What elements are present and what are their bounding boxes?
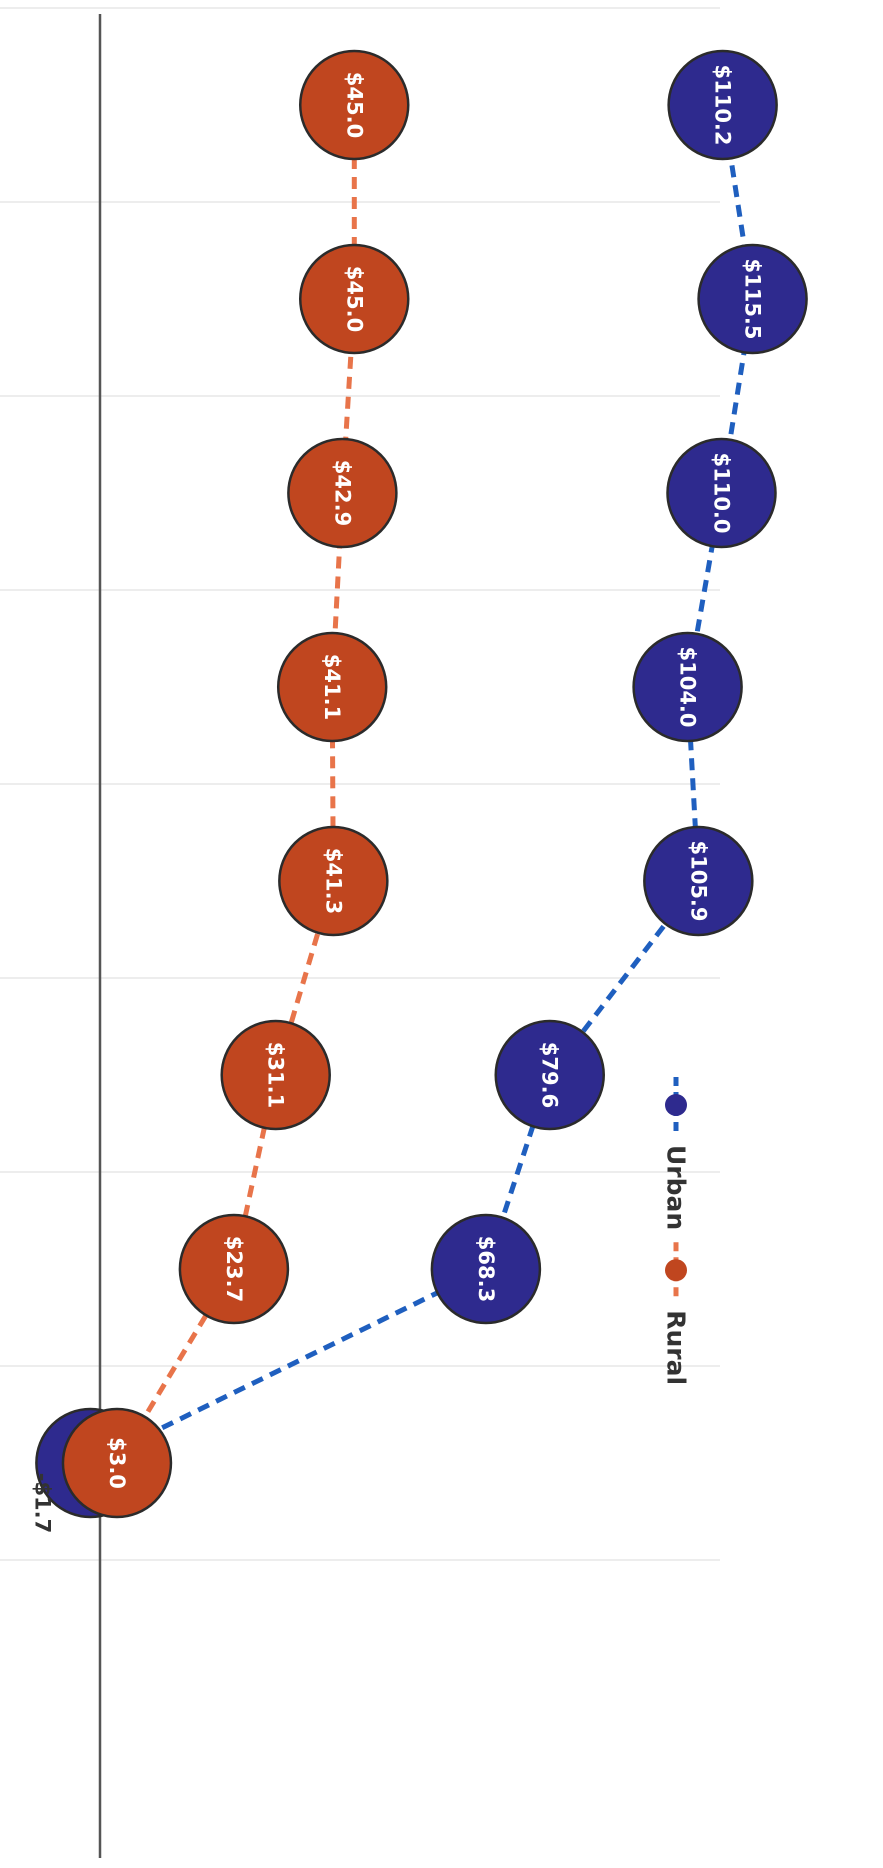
legend-marker-rural xyxy=(665,1259,687,1282)
rural-marker xyxy=(278,825,389,937)
urban-data-label: $110.0 xyxy=(710,452,734,533)
rural-data-label: $45.0 xyxy=(342,72,366,138)
rural-data-label: $41.1 xyxy=(320,654,344,720)
rural-marker xyxy=(299,243,410,355)
urban-marker xyxy=(697,243,808,355)
rural-data-label: $23.7 xyxy=(222,1236,246,1302)
legend-label-urban: Urban xyxy=(662,1145,691,1230)
gridlines xyxy=(0,7,720,1561)
rural-data-label: $42.9 xyxy=(330,460,354,526)
rural-marker xyxy=(287,437,398,549)
urban-marker xyxy=(643,825,754,937)
rural-marker xyxy=(276,631,388,743)
urban-data-label: $68.3 xyxy=(474,1236,498,1302)
rural-marker xyxy=(61,1407,173,1519)
rural-marker xyxy=(178,1213,290,1325)
urban-marker xyxy=(494,1019,605,1131)
urban-marker xyxy=(667,49,778,161)
data-points: -$1.7 $68.3 $79.6 $105.9 $104.0 $110.0 $115.5 $… xyxy=(30,49,808,1534)
legend-item-urban: Urban xyxy=(662,1077,691,1230)
urban-data-label: $104.0 xyxy=(676,646,700,727)
urban-marker xyxy=(632,631,743,743)
legend: Urban Rural xyxy=(662,1077,691,1385)
rural-series-line xyxy=(114,105,357,1465)
legend-item-rural: Rural xyxy=(662,1242,691,1385)
rural-data-label: $3.0 xyxy=(105,1437,129,1489)
rural-marker xyxy=(299,49,410,161)
rural-data-label: $31.1 xyxy=(264,1042,288,1108)
rural-data-label: $45.0 xyxy=(342,266,366,332)
rural-data-label: $41.3 xyxy=(321,848,345,914)
urban-marker xyxy=(666,437,777,549)
urban-data-label: $115.5 xyxy=(741,258,765,339)
urban-data-label: -$1.7 xyxy=(30,1473,54,1534)
urban-marker xyxy=(430,1213,542,1325)
urban-data-label: $105.9 xyxy=(686,840,710,921)
rural-marker xyxy=(220,1019,331,1131)
urban-data-label: $79.6 xyxy=(538,1042,562,1108)
legend-label-rural: Rural xyxy=(662,1310,691,1385)
legend-marker-urban xyxy=(665,1094,687,1116)
urban-data-label: $110.2 xyxy=(711,64,735,145)
